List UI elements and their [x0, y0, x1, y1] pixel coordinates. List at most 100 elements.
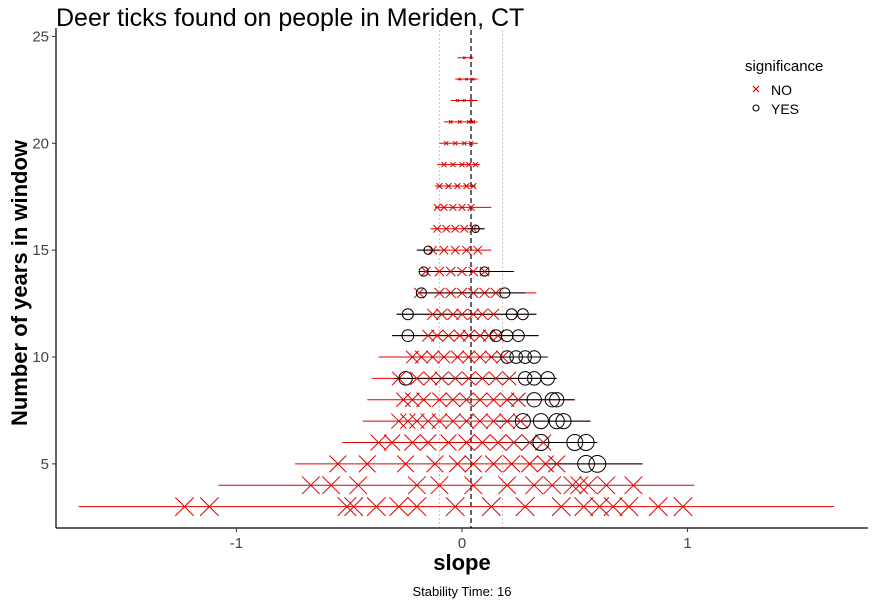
x-mark-stroke	[399, 413, 416, 430]
data-point-no	[648, 497, 668, 517]
x-mark-stroke	[445, 182, 452, 190]
data-point-no	[543, 476, 562, 495]
x-mark-stroke	[459, 161, 465, 168]
x-mark-stroke	[475, 371, 490, 386]
data-point-no	[413, 287, 425, 299]
x-mark-stroke	[337, 497, 357, 517]
x-mark-stroke	[471, 77, 475, 81]
x-mark-stroke	[445, 413, 461, 430]
data-point-no	[462, 98, 466, 103]
data-point-no	[570, 476, 589, 495]
x-mark-stroke	[551, 497, 571, 517]
x-marker-icon	[745, 80, 767, 99]
data-point-no	[416, 392, 432, 408]
data-point-no	[476, 308, 489, 321]
x-mark-stroke	[499, 392, 515, 408]
x-mark-stroke	[431, 413, 448, 430]
x-mark-stroke	[463, 182, 470, 190]
data-point-no	[472, 161, 479, 168]
x-mark-stroke	[462, 350, 476, 364]
data-point-no	[525, 476, 544, 495]
data-point-no	[457, 119, 462, 124]
x-mark-stroke	[534, 434, 552, 451]
x-mark-stroke	[454, 182, 461, 190]
data-point-no	[455, 98, 460, 103]
data-point-yes	[555, 413, 572, 430]
data-point-no	[448, 371, 463, 386]
x-mark-stroke	[430, 476, 449, 495]
x-mark-stroke	[409, 371, 424, 386]
x-mark-stroke	[450, 161, 456, 168]
data-point-no	[619, 497, 639, 517]
y-tick-label: 5	[41, 456, 49, 473]
data-point-no	[433, 203, 441, 212]
data-point-yes	[401, 329, 415, 343]
x-mark-stroke	[624, 476, 643, 495]
data-point-no	[471, 119, 476, 124]
x-mark-stroke	[404, 392, 420, 408]
data-point-no	[419, 434, 437, 451]
data-point-no	[407, 497, 427, 517]
x-mark-stroke	[488, 371, 503, 386]
x-tick-label: 0	[458, 535, 466, 552]
x-mark-stroke	[481, 497, 501, 517]
data-point-no	[434, 371, 449, 386]
data-point-yes	[518, 350, 532, 364]
x-mark-stroke	[413, 287, 425, 299]
x-mark-stroke	[447, 308, 459, 321]
x-mark-stroke	[458, 77, 462, 81]
x-mark-stroke	[445, 287, 457, 299]
data-point-no	[458, 434, 475, 451]
x-mark-stroke	[433, 224, 442, 233]
x-mark-stroke	[486, 392, 502, 408]
x-mark-stroke	[420, 413, 437, 430]
x-tick-label: -1	[230, 535, 243, 552]
data-point-no	[445, 287, 457, 299]
data-point-no	[495, 350, 510, 364]
data-point-no	[486, 392, 502, 408]
x-mark-stroke	[563, 476, 582, 495]
data-point-no	[458, 77, 462, 81]
x-mark-stroke	[458, 413, 475, 430]
data-point-yes	[577, 434, 595, 451]
x-mark-stroke	[442, 224, 451, 233]
x-mark-stroke	[445, 392, 461, 408]
data-point-no	[520, 455, 539, 473]
x-mark-stroke	[570, 476, 589, 495]
data-point-no	[579, 476, 598, 495]
x-mark-stroke	[464, 77, 469, 81]
x-mark-stroke	[673, 497, 693, 517]
x-mark-stroke	[497, 476, 517, 495]
data-point-no	[484, 455, 503, 473]
x-mark-stroke	[457, 266, 467, 277]
x-mark-stroke	[469, 56, 473, 60]
data-point-no	[464, 77, 469, 81]
x-mark-stroke	[473, 434, 491, 451]
data-point-no	[551, 497, 571, 517]
data-point-no	[329, 455, 347, 473]
data-point-no	[624, 476, 643, 495]
data-point-no	[433, 224, 442, 233]
x-mark-stroke	[437, 350, 451, 364]
x-mark-stroke	[414, 350, 429, 364]
data-point-no	[462, 56, 466, 60]
data-point-yes	[509, 350, 523, 364]
data-point-no	[322, 476, 341, 495]
x-mark-stroke	[301, 476, 321, 495]
data-point-no	[448, 119, 453, 124]
data-point-no	[597, 476, 616, 495]
data-point-no	[389, 497, 409, 517]
data-point-no	[468, 140, 474, 146]
data-point-no	[462, 329, 476, 342]
x-mark-stroke	[467, 308, 480, 321]
legend-item-no: NO	[745, 80, 823, 99]
x-mark-stroke	[459, 392, 475, 408]
data-point-no	[437, 350, 451, 364]
data-point-no	[489, 434, 507, 451]
data-point-no	[487, 308, 500, 321]
x-mark-stroke	[515, 497, 535, 517]
data-point-no	[445, 497, 465, 517]
data-point-no	[490, 287, 502, 299]
data-point-no	[448, 455, 467, 473]
